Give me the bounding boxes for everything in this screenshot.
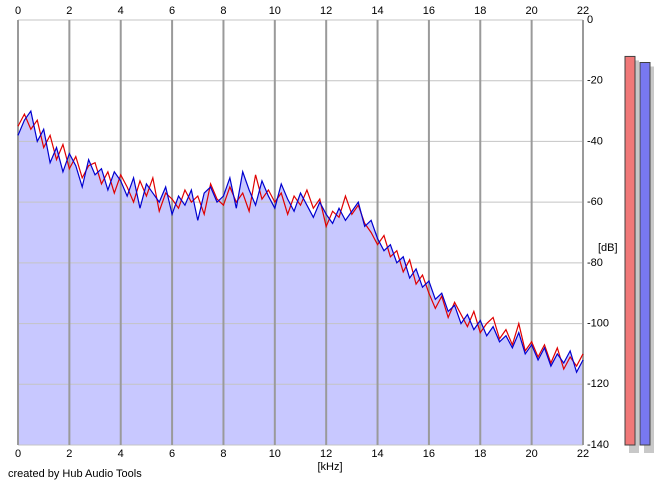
x-tick-label: 2	[66, 448, 72, 460]
x-tick-label-top: 4	[118, 5, 124, 17]
x-tick-label-top: 6	[169, 5, 175, 17]
y-axis-label: [dB]	[598, 242, 618, 254]
x-tick-label-top: 0	[15, 5, 21, 17]
x-axis-label: [kHz]	[317, 461, 342, 473]
y-tick-label: -140	[587, 439, 609, 451]
x-tick-label: 22	[577, 448, 589, 460]
x-tick-label-top: 12	[320, 5, 332, 17]
x-tick-label: 20	[526, 448, 538, 460]
x-tick-label-top: 22	[577, 5, 589, 17]
y-tick-label: 0	[587, 14, 593, 26]
x-tick-label: 12	[320, 448, 332, 460]
x-tick-label-top: 18	[474, 5, 486, 17]
y-tick-label: -120	[587, 378, 609, 390]
x-tick-label-top: 16	[423, 5, 435, 17]
y-tick-label: -100	[587, 317, 609, 329]
x-tick-label: 6	[169, 448, 175, 460]
y-tick-label: -40	[587, 135, 603, 147]
footer: created by Hub Audio Tools	[8, 468, 142, 480]
y-tick-label: -20	[587, 75, 603, 87]
x-tick-label-top: 10	[269, 5, 281, 17]
level-meter	[624, 55, 636, 446]
x-tick-label-top: 2	[66, 5, 72, 17]
spectrum-area	[18, 111, 583, 446]
x-tick-label-top: 20	[526, 5, 538, 17]
x-tick-label: 16	[423, 448, 435, 460]
y-tick-label: -60	[587, 196, 603, 208]
x-tick-label: 4	[118, 448, 124, 460]
x-tick-label: 0	[15, 448, 21, 460]
x-tick-label-top: 14	[371, 5, 383, 17]
x-tick-label: 8	[220, 448, 226, 460]
spectrum-line	[17, 112, 584, 371]
level-meter	[639, 62, 651, 446]
x-tick-label: 18	[474, 448, 486, 460]
x-tick-label: 14	[371, 448, 383, 460]
y-tick-label: -80	[587, 257, 603, 269]
x-tick-label: 10	[269, 448, 281, 460]
spectrum-line	[17, 109, 584, 374]
x-tick-label-top: 8	[220, 5, 226, 17]
